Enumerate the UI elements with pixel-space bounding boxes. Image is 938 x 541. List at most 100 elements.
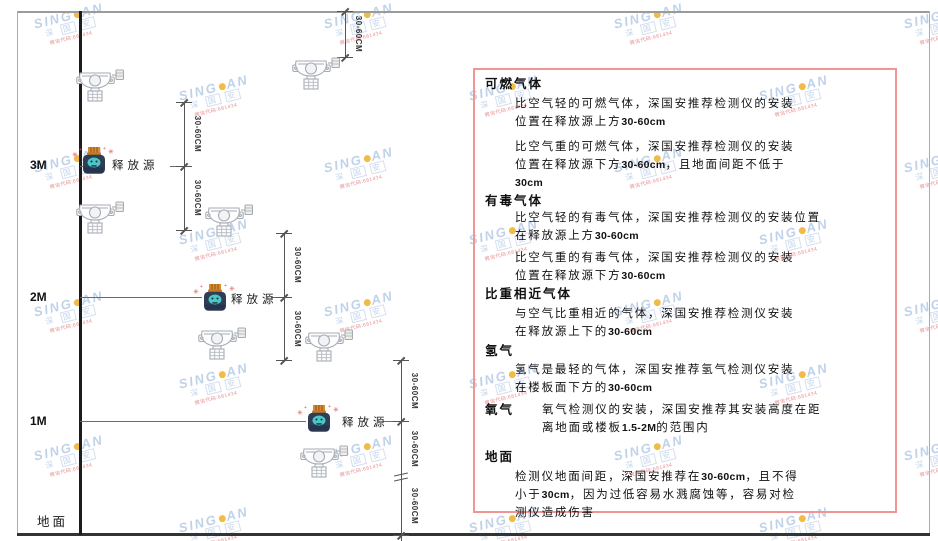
gas-detector-icon (292, 57, 341, 90)
section-heading: 地面 (485, 450, 515, 464)
left-frame-line (17, 11, 18, 535)
watermark-code: 微信代码:681434 (339, 174, 384, 191)
section-heading: 氧气 (485, 403, 515, 417)
sparkle-icon: ✳ (193, 288, 199, 296)
watermark-subtext: 深 国 安 (35, 301, 107, 329)
dimension-line (345, 11, 346, 57)
section-paragraph: 与空气比重相近的气体，深国安推荐检测仪安装 在释放源上下的30-60cm (515, 308, 795, 338)
section-paragraph: 氧气检测仪的安装，深国安推荐其安装高度在距 离地面或楼板1.5-2M的范围内 (542, 404, 822, 434)
sparkle-icon: ✳ (72, 151, 78, 159)
gas-detector (76, 68, 125, 107)
sparkle-icon: + (79, 147, 82, 153)
watermark-code: 微信代码:681434 (194, 246, 239, 263)
panel-section: 氢气 氢气是最轻的气体，深国安推荐氢气检测仪安装 在楼板面下方的30-60cm (475, 342, 895, 397)
brand-dot-icon (217, 514, 227, 523)
watermark-subtext: 深 国 安 (35, 13, 107, 41)
ground-line (17, 533, 930, 536)
height-reference-line (80, 166, 85, 167)
panel-section: 氧气 氧气检测仪的安装，深国安推荐其安装高度在距 离地面或楼板1.5-2M的范围内 (475, 401, 895, 437)
section-paragraph: 检测仪地面间距，深国安推荐在30-60cm，且不得 小于30cm，因为过低容易水溅… (515, 471, 799, 519)
ceiling-line (17, 11, 930, 13)
brand-dot-icon (217, 82, 227, 91)
gas-detector-icon (76, 69, 125, 102)
height-label-1m: 1M (30, 414, 47, 428)
watermark-subtext: 深 国 安 (35, 445, 107, 473)
section-paragraph: 比空气重的可燃气体，深国安推荐检测仪的安装 位置在释放源下方30-60cm，且地面… (515, 141, 795, 189)
sparkle-icon: ✳ (333, 406, 339, 414)
info-panel: 可燃气体 比空气轻的可燃气体，深国安推荐检测仪的安装 位置在释放源上方30-60cm… (473, 68, 897, 519)
gas-detector (205, 203, 254, 242)
watermark-code: 微信代码:681434 (49, 30, 94, 47)
section-heading: 比重相近气体 (485, 287, 573, 301)
panel-section: 地面 检测仪地面间距，深国安推荐在30-60cm，且不得 小于30cm，因为过低容易… (475, 448, 895, 522)
sparkle-icon: + (328, 404, 331, 410)
sparkle-icon: + (224, 283, 227, 289)
ground-label: 地面 (37, 515, 69, 529)
gas-detector-icon (300, 445, 349, 478)
release-source: ✳ ✳ + + (297, 404, 341, 443)
watermark-code: 微信代码:681434 (908, 313, 938, 337)
gas-detector (305, 328, 354, 367)
dimension-label: 30-60CM (354, 15, 363, 53)
release-source-icon: ✳ ✳+ + (72, 146, 114, 174)
watermark-subtext: 深 国 安 (325, 157, 397, 185)
release-source: ✳ ✳ + + (72, 146, 116, 185)
gas-detector (292, 56, 341, 95)
release-source-label: 释放源 (231, 294, 278, 306)
watermark-subtext: 深 国 安 (905, 445, 938, 473)
watermark-subtext: 深 国 安 (905, 157, 938, 185)
brand-dot-icon (217, 370, 227, 379)
release-source-icon: ✳ ✳+ + (297, 404, 339, 432)
wall-line (79, 11, 82, 535)
sparkle-icon: + (103, 146, 106, 152)
brand-dot-icon (362, 154, 372, 163)
section-paragraph: 比空气重的有毒气体，深国安推荐检测仪的安装 位置在释放源下方30-60cm (515, 252, 795, 282)
section-heading: 氢气 (485, 344, 515, 358)
brand-dot-icon (362, 298, 372, 307)
watermark-code: 微信代码:681434 (339, 30, 384, 47)
panel-section: 比重相近气体与空气比重相近的气体，深国安推荐检测仪安装 在释放源上下的30-60c… (475, 285, 895, 341)
section-paragraph: 比空气轻的可燃气体，深国安推荐检测仪的安装 位置在释放源上方30-60cm (515, 98, 795, 128)
height-label-2m: 2M (30, 290, 47, 304)
panel-section: 可燃气体 比空气轻的可燃气体，深国安推荐检测仪的安装 位置在释放源上方30-60cm… (475, 75, 895, 192)
watermark-code: 微信代码:681434 (908, 457, 938, 481)
watermark-subtext: 深 国 安 (180, 85, 252, 113)
dimension-label: 30-60CM (193, 115, 202, 153)
dimension-label: 30-60CM (410, 430, 419, 468)
sparkle-icon: ✳ (297, 409, 303, 417)
watermark-subtext: 深 国 安 (180, 517, 252, 541)
height-reference-line (383, 421, 401, 422)
section-paragraph: 比空气轻的有毒气体，深国安推荐检测仪的安装位置 在释放源上方30-60cm (515, 212, 821, 242)
dimension-label: 30-60CM (293, 246, 302, 284)
gas-detector (76, 200, 125, 239)
watermark-subtext: 深 国 安 (905, 13, 938, 41)
gas-detector-icon (198, 327, 247, 360)
sparkle-icon: ✳ (108, 148, 114, 156)
height-label-3m: 3M (30, 158, 47, 172)
gas-detector-icon (205, 204, 254, 237)
release-source: ✳ ✳ + + (193, 283, 237, 322)
watermark-code: 微信代码:681434 (908, 25, 938, 49)
gas-detector-icon (305, 329, 354, 362)
height-reference-line (80, 297, 202, 298)
